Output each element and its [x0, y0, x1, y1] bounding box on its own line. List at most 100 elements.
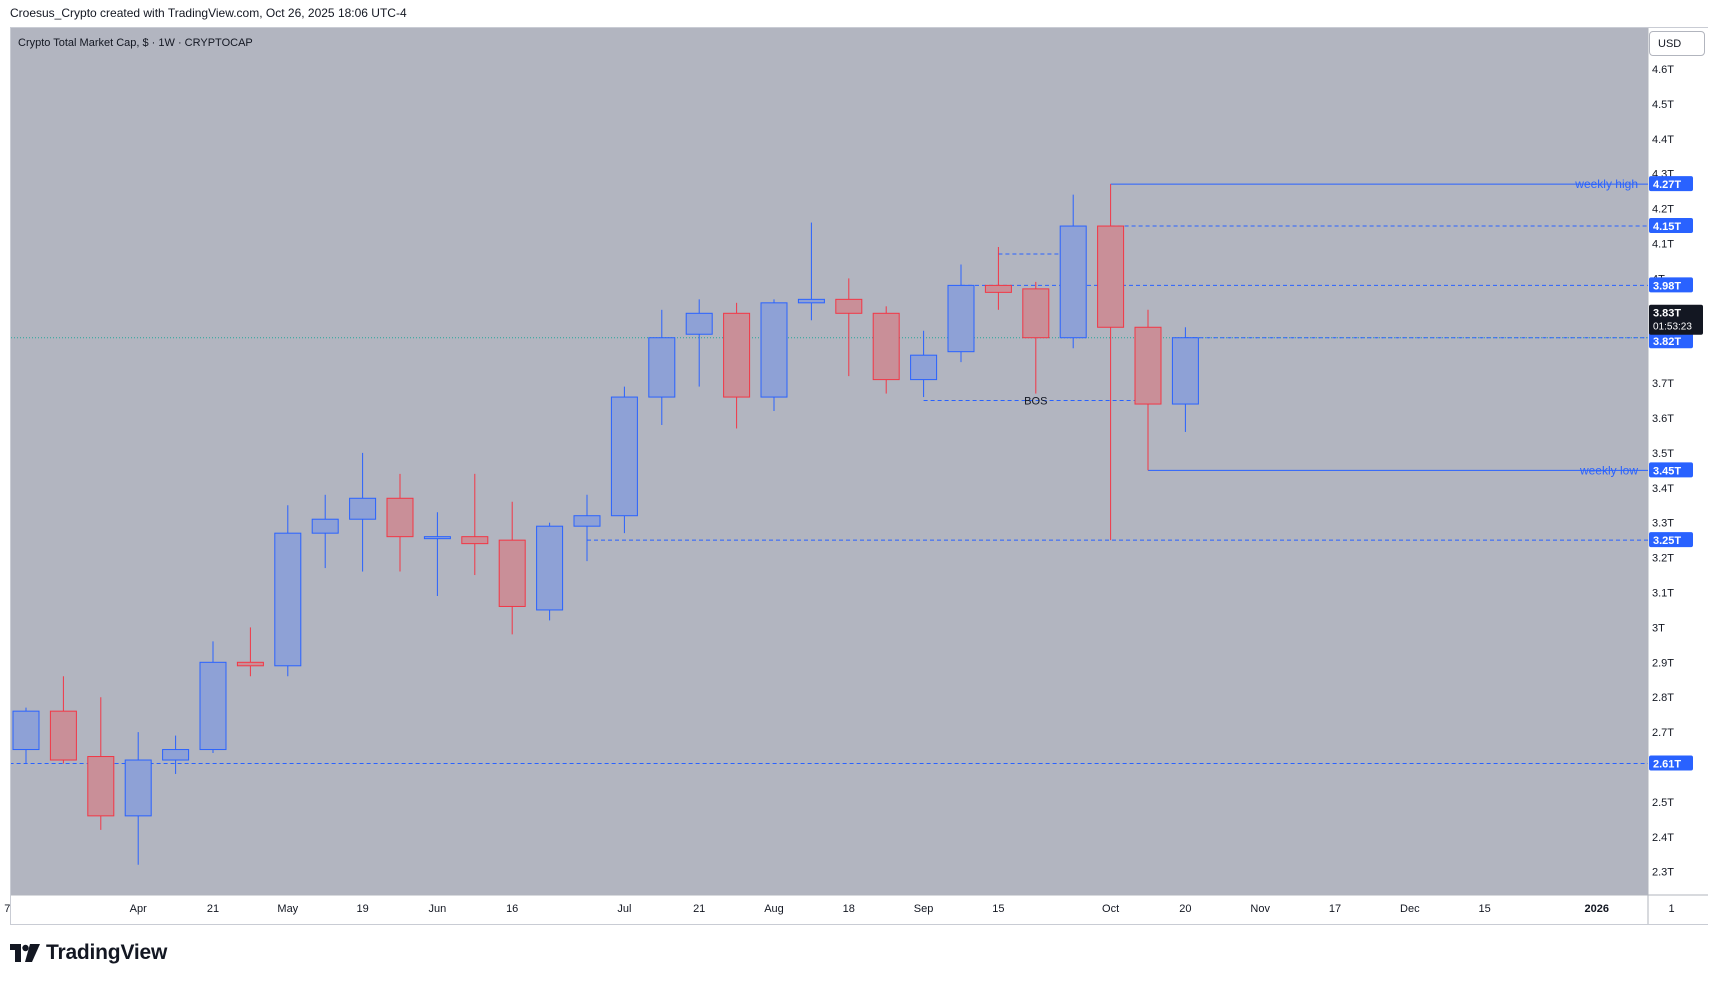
candle — [797, 222, 825, 321]
x-tick-label: 16 — [506, 903, 518, 915]
candle-body — [910, 354, 938, 381]
price-label-bg — [1649, 218, 1693, 234]
price-label-bg — [1649, 532, 1693, 548]
candle — [947, 264, 975, 363]
y-tick-label: 2.4T — [1652, 832, 1674, 844]
candle — [984, 246, 1012, 310]
x-tick-label: 18 — [843, 903, 855, 915]
time-axis — [11, 895, 1708, 924]
candle-body — [311, 518, 339, 534]
y-tick-label: 4.2T — [1652, 204, 1674, 216]
candle-body — [461, 536, 489, 545]
candle — [1097, 184, 1125, 541]
price-label: 2.61T — [1653, 759, 1681, 771]
candle-body — [685, 312, 713, 335]
candle-body — [610, 396, 638, 517]
tradingview-logo-text: TradingView — [46, 941, 168, 964]
y-tick-label: 3.5T — [1652, 448, 1674, 460]
x-tick-label: May — [277, 903, 298, 915]
candle-body — [236, 661, 264, 667]
price-label: 3.82T — [1653, 336, 1681, 348]
candle-body — [162, 749, 190, 761]
candle-body — [536, 525, 564, 611]
candle-body — [1022, 288, 1050, 339]
chart-attribution: Croesus_Crypto created with TradingView.… — [10, 6, 407, 20]
x-tick-label: 20 — [1179, 903, 1191, 915]
candle-body — [1134, 326, 1162, 405]
candle — [1134, 309, 1162, 471]
x-tick-label: 7 — [4, 903, 10, 915]
candle — [723, 302, 751, 429]
x-tick-label: Apr — [130, 903, 147, 915]
y-tick-label: 3.6T — [1652, 413, 1674, 425]
candle-body — [835, 298, 863, 314]
candle — [536, 522, 564, 621]
candle — [12, 707, 40, 764]
chart-title: Crypto Total Market Cap, $ · 1W · CRYPTO… — [18, 37, 253, 49]
candle-body — [872, 312, 900, 381]
x-tick-label: Aug — [764, 903, 784, 915]
current-price-countdown: 01:53:23 — [1653, 322, 1692, 333]
level-annotation: weekly high — [1574, 177, 1638, 191]
candle-body — [12, 710, 40, 751]
y-tick-label: 3.4T — [1652, 483, 1674, 495]
candle — [162, 735, 190, 774]
price-label: 4.27T — [1653, 179, 1681, 191]
candle — [124, 732, 152, 865]
candle-body — [1097, 225, 1125, 328]
x-tick-label: Sep — [914, 903, 934, 915]
candle-body — [947, 284, 975, 353]
current-price-label: 3.83T — [1653, 308, 1681, 320]
tradingview-logo[interactable]: TradingView — [10, 941, 167, 965]
y-tick-label: 2.9T — [1652, 657, 1674, 669]
x-tick-label: Nov — [1250, 903, 1270, 915]
x-tick-label: 21 — [693, 903, 705, 915]
candle — [872, 306, 900, 394]
x-tick-label: 1 — [1669, 903, 1675, 915]
segment-annotation: BOS — [1024, 396, 1047, 408]
level-annotation: weekly low — [1579, 463, 1638, 477]
candle-body — [648, 337, 676, 398]
candle — [311, 494, 339, 569]
price-label-bg — [1649, 755, 1693, 771]
candle — [49, 676, 77, 764]
x-tick-label: Oct — [1102, 903, 1119, 915]
x-tick-label: 2026 — [1585, 903, 1609, 915]
price-label-bg — [1649, 277, 1693, 293]
candle — [685, 299, 713, 387]
y-tick-label: 2.8T — [1652, 692, 1674, 704]
y-tick-label: 4.6T — [1652, 64, 1674, 76]
price-label: 3.45T — [1653, 465, 1681, 477]
candle — [1022, 281, 1050, 394]
candle — [573, 494, 601, 562]
candle-body — [498, 539, 526, 607]
y-tick-label: 2.7T — [1652, 727, 1674, 739]
plot-background — [11, 28, 1648, 895]
candle — [1059, 194, 1087, 349]
candle-body — [199, 661, 227, 751]
candle — [423, 512, 451, 596]
candle — [760, 299, 788, 412]
candle — [386, 473, 414, 572]
candle — [461, 473, 489, 576]
candle-body — [423, 536, 451, 540]
currency-button[interactable]: USD — [1649, 31, 1705, 56]
current-price-bg — [1649, 304, 1703, 335]
price-label-bg — [1649, 333, 1693, 349]
candle — [87, 697, 115, 830]
candle — [199, 641, 227, 754]
candle-body — [984, 284, 1012, 293]
y-tick-label: 2.3T — [1652, 867, 1674, 879]
x-tick-label: 15 — [1478, 903, 1490, 915]
candle-body — [49, 710, 77, 761]
candle-body — [87, 756, 115, 817]
x-tick-label: Jul — [617, 903, 631, 915]
y-tick-label: 3.3T — [1652, 518, 1674, 530]
candle — [274, 505, 302, 677]
x-tick-label: 17 — [1329, 903, 1341, 915]
candle — [610, 386, 638, 534]
candle — [1171, 327, 1199, 432]
candle-body — [124, 759, 152, 817]
candle-body — [760, 302, 788, 398]
